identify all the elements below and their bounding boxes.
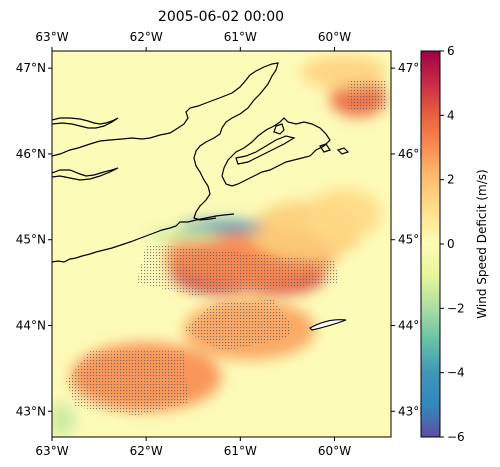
map-frame	[51, 50, 392, 438]
colorbar-tick-label: 2	[447, 173, 455, 187]
coastline	[52, 62, 350, 331]
x-tick-label-bottom: 60°W	[318, 444, 351, 458]
field-excess-10	[146, 228, 222, 243]
hatched-region-central	[136, 244, 340, 296]
colorbar-tick-label: 4	[447, 108, 455, 122]
x-tick-label-bottom: 62°W	[130, 444, 163, 458]
x-tick-label-top: 60°W	[318, 30, 351, 44]
y-tick-label-left: 44°N	[16, 318, 46, 332]
y-tick-label-left: 45°N	[16, 233, 46, 247]
y-tick-label-left: 46°N	[16, 147, 46, 161]
y-tick-label-left: 43°N	[16, 404, 46, 418]
chart-title: 2005-06-02 00:00	[158, 9, 284, 25]
field-deficit-4	[306, 188, 382, 240]
colorbar-tick-label: 0	[447, 237, 455, 251]
colorbar-tick-label: −4	[447, 366, 465, 380]
hatched-region-northeast	[348, 81, 387, 111]
hatched-regions	[66, 81, 387, 416]
colorbar-scale	[420, 50, 441, 438]
y-tick-label-left: 47°N	[16, 61, 46, 75]
hatched-region-south-central	[183, 299, 293, 352]
map-panel: 63°W63°W62°W62°W61°W61°W60°W60°W47°N 47°N…	[16, 30, 429, 458]
hatched-region-southwest	[66, 351, 189, 416]
x-tick-label-bottom: 63°W	[35, 444, 68, 458]
field-excess-11	[52, 402, 76, 437]
colorbar-ticks: −6 −4 −2 0 2 4 6	[440, 44, 465, 444]
colorbar-tick-label: −2	[447, 301, 465, 315]
x-tick-label-top: 62°W	[130, 30, 163, 44]
colorbar-label: Wind Speed Deficit (m/s)	[475, 169, 489, 318]
colorbar-tick-label: 6	[447, 44, 455, 58]
colorbar: −6 −4 −2 0 2 4 6 Wind Speed Deficit (m/s)	[420, 44, 489, 444]
colorbar-tick-label: −6	[447, 430, 465, 444]
x-tick-label-bottom: 61°W	[224, 444, 257, 458]
x-tick-label-top: 61°W	[224, 30, 257, 44]
x-tick-label-top: 63°W	[35, 30, 68, 44]
